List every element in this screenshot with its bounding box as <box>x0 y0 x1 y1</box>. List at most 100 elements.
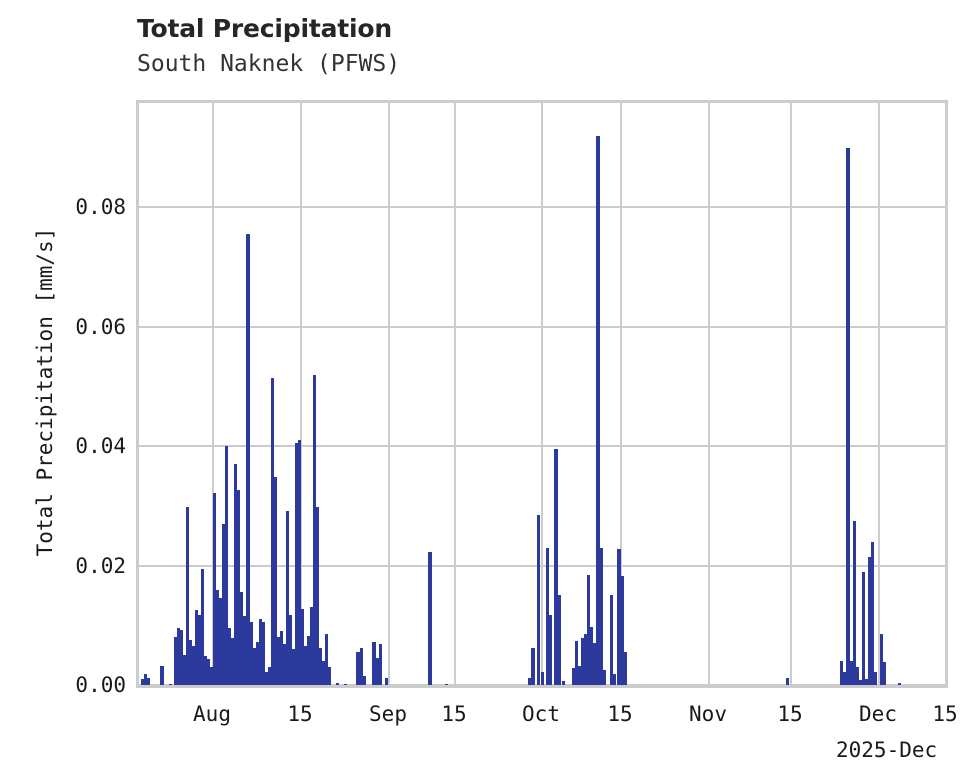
bar <box>581 638 584 685</box>
bar <box>259 619 262 685</box>
bar <box>600 547 603 685</box>
bar <box>871 541 874 685</box>
gridline-vertical <box>388 103 390 685</box>
bar <box>292 649 295 685</box>
bar <box>192 646 195 685</box>
bar <box>541 671 544 685</box>
bar <box>243 616 246 685</box>
plot-inner <box>139 103 945 685</box>
bar <box>313 374 316 685</box>
bar <box>198 614 201 685</box>
bar <box>246 234 250 685</box>
bar <box>883 662 886 685</box>
gridline-vertical <box>620 103 622 685</box>
x-tick-label: 15 <box>287 702 313 726</box>
bar <box>445 683 448 685</box>
bar <box>322 661 325 685</box>
x-tick-label: Oct <box>522 702 560 726</box>
bar <box>316 507 319 685</box>
bar <box>186 507 189 685</box>
bar <box>253 648 256 685</box>
bar <box>578 665 581 685</box>
bar <box>295 443 298 685</box>
bar <box>280 631 283 685</box>
bar <box>195 610 198 685</box>
y-tick-label: 0.04 <box>75 434 126 459</box>
bar <box>537 515 540 685</box>
bar <box>228 628 231 685</box>
x-tick-label: 15 <box>932 702 958 726</box>
bar <box>843 671 846 685</box>
bar <box>301 608 304 685</box>
bar <box>286 510 289 685</box>
bar <box>310 607 313 685</box>
bar <box>234 464 237 685</box>
bar <box>177 628 180 685</box>
bar <box>213 492 216 685</box>
gridline-vertical <box>541 103 543 685</box>
plot-area <box>136 100 948 688</box>
bar <box>549 614 552 685</box>
bar <box>859 680 862 685</box>
bar <box>262 621 265 685</box>
bar <box>289 614 292 685</box>
bar <box>277 637 280 685</box>
bar <box>189 640 192 685</box>
bar <box>554 448 558 685</box>
bar <box>617 548 621 685</box>
bar <box>183 655 186 685</box>
x-tick-label: 15 <box>441 702 467 726</box>
bar <box>587 574 590 685</box>
bar <box>528 677 531 685</box>
y-tick-label: 0.06 <box>75 314 126 339</box>
bar <box>603 670 606 685</box>
bar <box>256 642 259 685</box>
bar <box>328 667 331 685</box>
bar <box>141 679 144 685</box>
bar <box>596 135 600 685</box>
bar <box>319 648 322 685</box>
bar <box>865 679 868 685</box>
x-tick-label: Aug <box>193 702 231 726</box>
bar <box>216 589 219 685</box>
bar <box>376 657 379 685</box>
x-axis-offset-label: 2025-Dec <box>836 738 938 762</box>
bar <box>372 642 376 685</box>
x-tick-label: 15 <box>607 702 633 726</box>
bar <box>558 595 561 685</box>
bar <box>225 446 228 685</box>
bar <box>840 661 843 685</box>
bar <box>379 644 382 685</box>
bar <box>344 683 347 685</box>
bar <box>219 598 222 685</box>
bar <box>174 637 177 685</box>
bar <box>546 547 549 685</box>
bar <box>846 147 850 685</box>
bar <box>572 668 575 685</box>
bar <box>237 490 240 685</box>
gridline-vertical <box>454 103 456 685</box>
x-tick-label: 15 <box>777 702 803 726</box>
y-tick-label: 0.02 <box>75 553 126 578</box>
bar <box>147 678 150 685</box>
bar <box>862 571 865 685</box>
bar <box>853 520 856 685</box>
bar <box>584 634 587 685</box>
gridline-vertical <box>790 103 792 685</box>
bar <box>624 652 627 685</box>
bar <box>786 677 789 685</box>
bar <box>207 658 210 685</box>
bar <box>856 667 859 685</box>
bar <box>610 595 613 685</box>
x-tick-label: Dec <box>859 702 897 726</box>
bar <box>274 477 277 685</box>
bar <box>336 683 339 685</box>
y-tick-label: 0.08 <box>75 195 126 220</box>
bar <box>265 671 268 685</box>
bar <box>363 676 366 685</box>
bar <box>222 523 225 685</box>
bar <box>613 674 616 685</box>
bar <box>240 592 243 685</box>
bar <box>898 682 901 685</box>
